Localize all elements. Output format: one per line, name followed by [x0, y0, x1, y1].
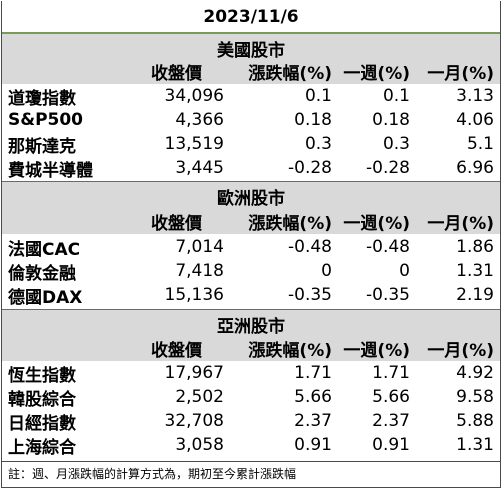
- table-row: 倫敦金融 7,418 0 0 1.31: [2, 259, 500, 284]
- section-divider: [2, 181, 500, 182]
- table-row: 費城半導體 3,445 -0.28 -0.28 6.96: [2, 156, 500, 181]
- column-close: 收盤價: [151, 340, 202, 361]
- column-close: 收盤價: [151, 213, 202, 234]
- month-value: 2.19: [456, 285, 494, 305]
- table-row: 道瓊指數 34,096 0.1 0.1 3.13: [2, 84, 500, 109]
- column-week: 一週(%): [343, 213, 410, 234]
- column-month: 一月(%): [427, 63, 494, 84]
- change-value: 0.3: [304, 134, 332, 154]
- month-value: 5.88: [456, 411, 494, 431]
- month-value: 9.58: [456, 387, 494, 407]
- week-value: 1.71: [372, 363, 410, 383]
- close-value: 7,014: [175, 237, 224, 257]
- title-divider: [2, 32, 500, 34]
- week-value: 0.18: [372, 110, 410, 130]
- column-week: 一週(%): [343, 340, 410, 361]
- index-name: S&P500: [8, 110, 84, 130]
- week-value: 0.3: [382, 134, 410, 154]
- week-value: 0.91: [372, 435, 410, 455]
- section-eu-header: 歐洲股市: [2, 182, 500, 210]
- section-asia-header: 亞洲股市: [2, 310, 500, 338]
- index-name: 日經指數: [8, 413, 76, 434]
- month-value: 4.06: [456, 110, 494, 130]
- month-value: 1.31: [456, 435, 494, 455]
- table-row: 韓股綜合 2,502 5.66 5.66 9.58: [2, 385, 500, 410]
- column-week: 一週(%): [343, 63, 410, 84]
- table-row: S&P500 4,366 0.18 0.18 4.06: [2, 108, 500, 132]
- table-row: 德國DAX 15,136 -0.35 -0.35 2.19: [2, 283, 500, 308]
- index-name: 恆生指數: [8, 365, 76, 386]
- close-value: 34,096: [164, 86, 224, 106]
- week-value: 2.37: [372, 411, 410, 431]
- close-value: 15,136: [164, 285, 224, 305]
- section-divider: [2, 309, 500, 310]
- table-row: 恆生指數 17,967 1.71 1.71 4.92: [2, 361, 500, 386]
- month-value: 3.13: [456, 86, 494, 106]
- close-value: 3,445: [175, 158, 224, 178]
- section-us-header: 美國股市: [2, 34, 500, 62]
- month-value: 1.86: [456, 237, 494, 257]
- table-title: 2023/11/6: [2, 1, 500, 33]
- close-value: 4,366: [175, 110, 224, 130]
- index-name: 韓股綜合: [8, 389, 76, 410]
- table-row: 日經指數 32,708 2.37 2.37 5.88: [2, 409, 500, 434]
- week-value: 0: [399, 261, 410, 281]
- column-change: 漲跌幅(%): [248, 340, 332, 361]
- month-value: 5.1: [466, 134, 494, 154]
- footnote: 註：週、月漲跌幅的計算方式為，期初至今累計漲跌幅: [2, 461, 500, 485]
- week-value: -0.48: [366, 237, 410, 257]
- month-value: 1.31: [456, 261, 494, 281]
- close-value: 3,058: [175, 435, 224, 455]
- close-value: 17,967: [164, 363, 224, 383]
- index-name: 道瓊指數: [8, 88, 76, 109]
- change-value: 0: [321, 261, 332, 281]
- section-us-column-header: 收盤價 漲跌幅(%) 一週(%) 一月(%): [2, 58, 500, 84]
- index-name: 德國DAX: [8, 287, 83, 308]
- change-value: -0.28: [288, 158, 332, 178]
- column-change: 漲跌幅(%): [248, 63, 332, 84]
- table-row: 法國CAC 7,014 -0.48 -0.48 1.86: [2, 235, 500, 260]
- index-name: 費城半導體: [8, 160, 93, 181]
- column-month: 一月(%): [427, 213, 494, 234]
- change-value: -0.35: [288, 285, 332, 305]
- table-row: 那斯達克 13,519 0.3 0.3 5.1: [2, 132, 500, 157]
- change-value: 0.91: [294, 435, 332, 455]
- change-value: -0.48: [288, 237, 332, 257]
- change-value: 0.18: [294, 110, 332, 130]
- close-value: 32,708: [164, 411, 224, 431]
- week-value: 5.66: [372, 387, 410, 407]
- close-value: 13,519: [164, 134, 224, 154]
- change-value: 0.1: [304, 86, 332, 106]
- change-value: 1.71: [294, 363, 332, 383]
- month-value: 4.92: [456, 363, 494, 383]
- change-value: 2.37: [294, 411, 332, 431]
- column-month: 一月(%): [427, 340, 494, 361]
- index-name: 法國CAC: [8, 239, 81, 260]
- column-close: 收盤價: [151, 63, 202, 84]
- week-value: -0.35: [366, 285, 410, 305]
- month-value: 6.96: [456, 158, 494, 178]
- index-name: 倫敦金融: [8, 263, 76, 284]
- section-asia-column-header: 收盤價 漲跌幅(%) 一週(%) 一月(%): [2, 335, 500, 361]
- index-name: 上海綜合: [8, 437, 76, 458]
- change-value: 5.66: [294, 387, 332, 407]
- week-value: 0.1: [382, 86, 410, 106]
- close-value: 7,418: [175, 261, 224, 281]
- column-change: 漲跌幅(%): [248, 213, 332, 234]
- index-name: 那斯達克: [8, 136, 76, 157]
- week-value: -0.28: [366, 158, 410, 178]
- close-value: 2,502: [175, 387, 224, 407]
- table-row: 上海綜合 3,058 0.91 0.91 1.31: [2, 433, 500, 458]
- section-eu-column-header: 收盤價 漲跌幅(%) 一週(%) 一月(%): [2, 208, 500, 234]
